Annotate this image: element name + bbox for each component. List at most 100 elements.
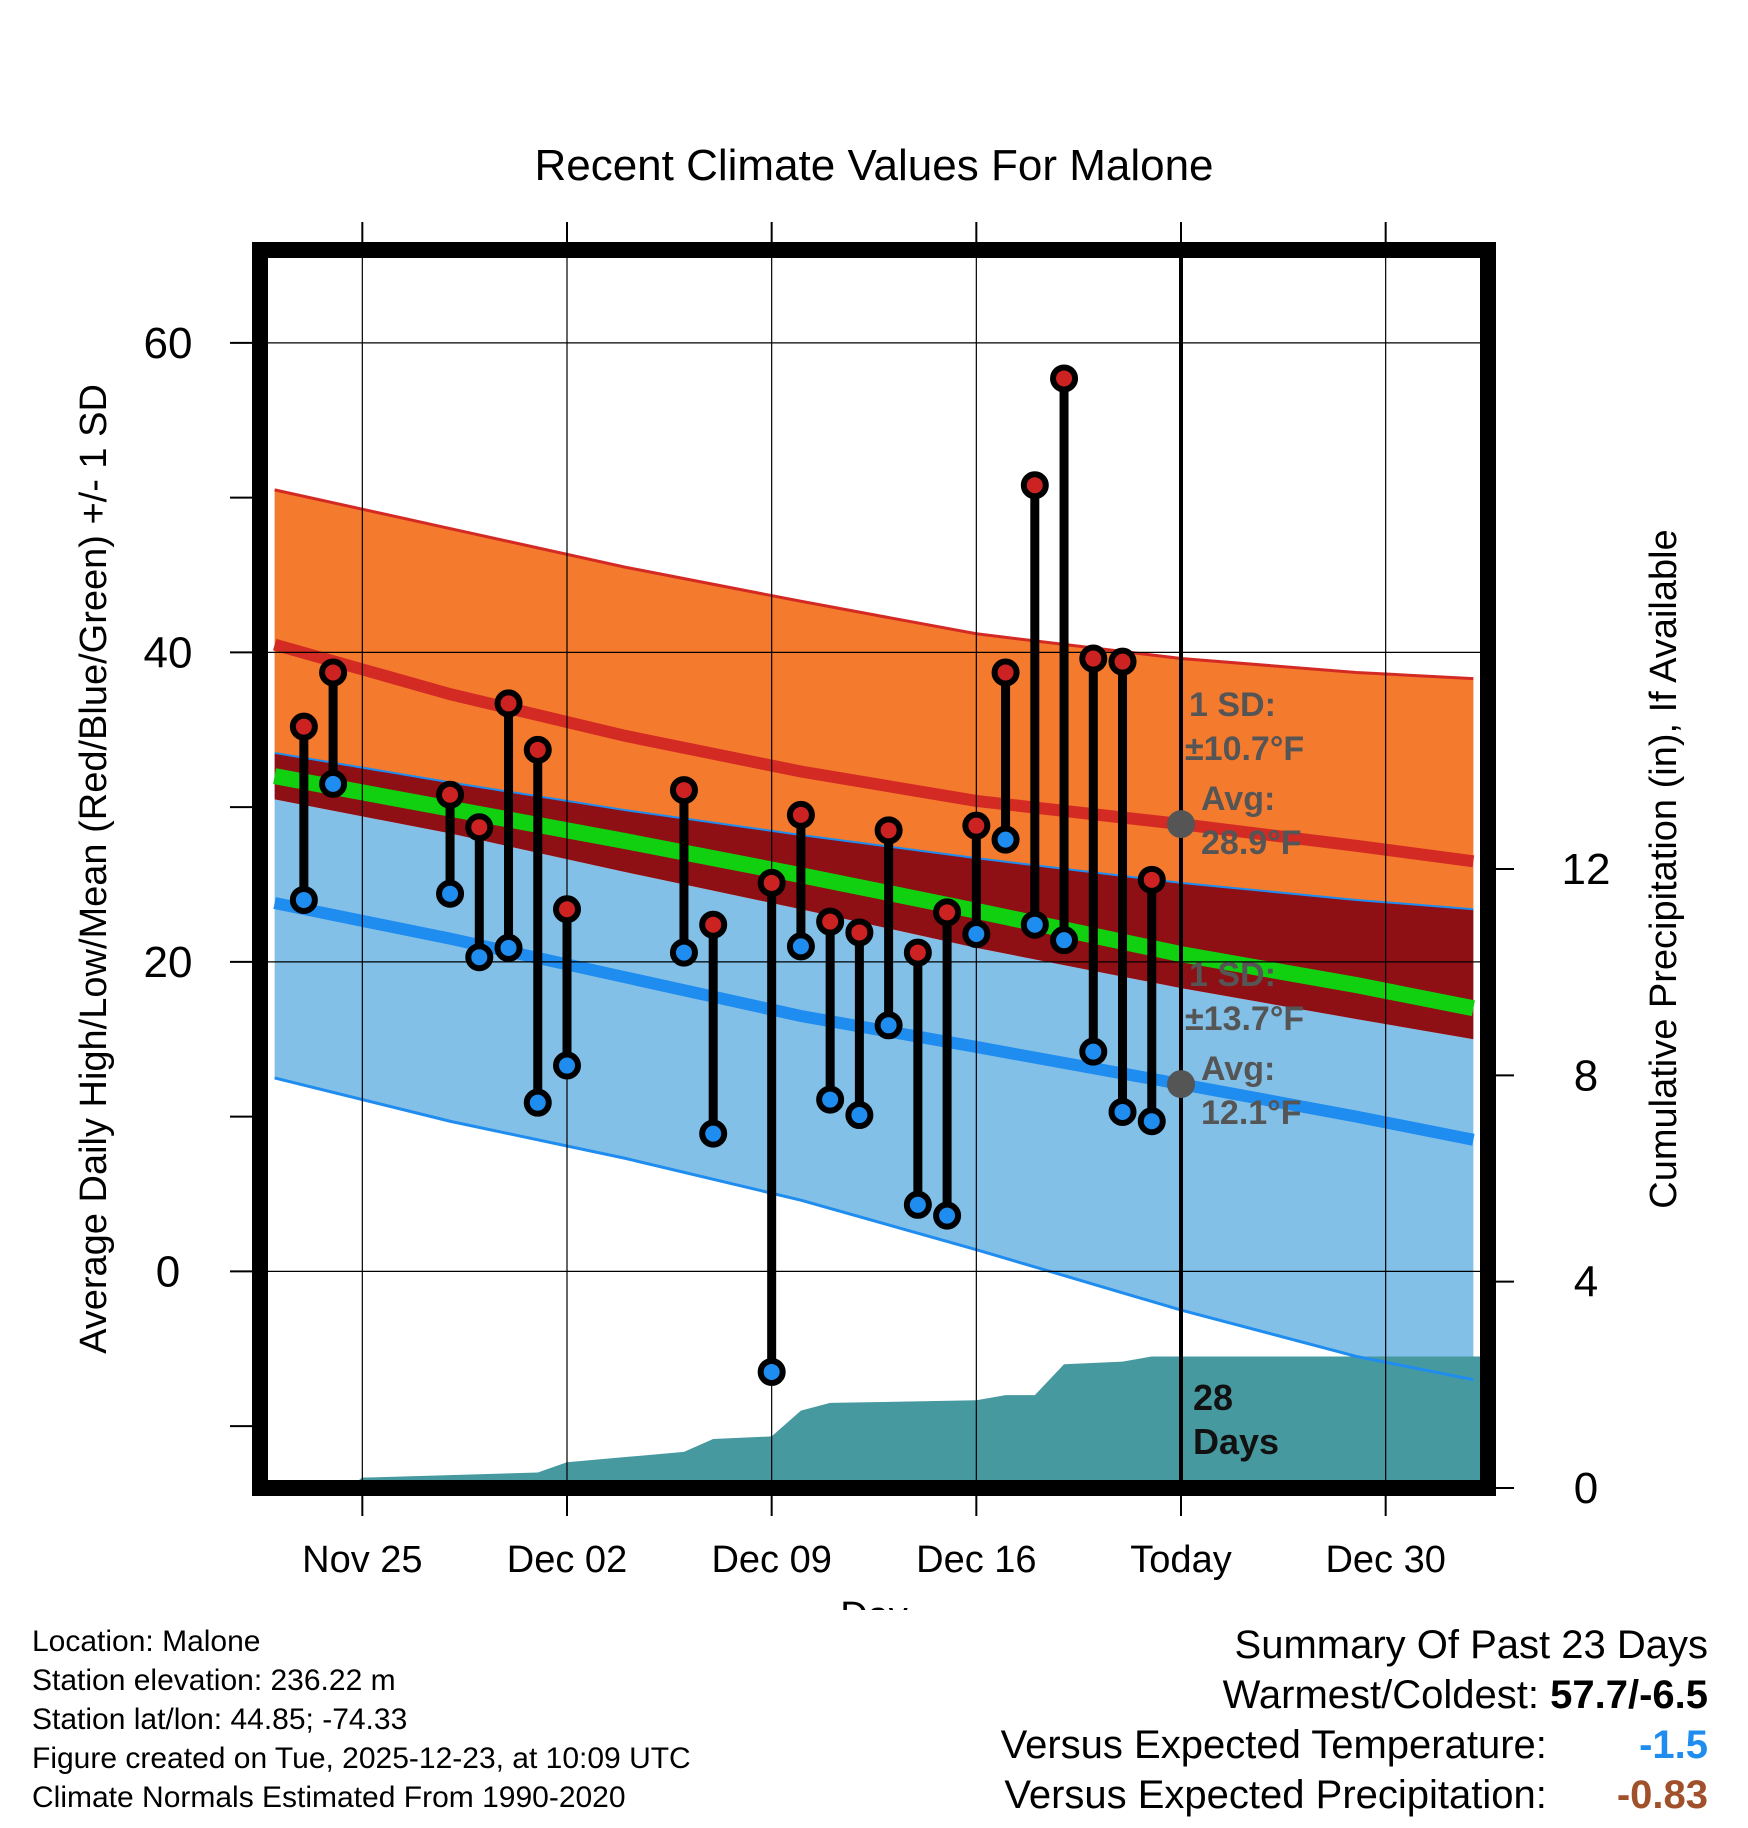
low-point xyxy=(669,938,698,967)
days-word-label: Days xyxy=(1193,1421,1279,1462)
low-point xyxy=(962,919,991,948)
low-point xyxy=(1137,1107,1166,1136)
warm-cold-row: Warmest/Coldest: 57.7/-6.5 xyxy=(1001,1670,1708,1720)
low-point xyxy=(494,933,523,962)
chart-title: Recent Climate Values For Malone xyxy=(534,141,1213,190)
high-point xyxy=(757,868,786,897)
high-point xyxy=(669,776,698,805)
low-point xyxy=(1108,1097,1137,1126)
summary-panel: Summary Of Past 23 Days Warmest/Coldest:… xyxy=(1001,1620,1708,1820)
elevation-text: Station elevation: 236.22 m xyxy=(32,1664,396,1697)
high-sd-label: 1 SD: xyxy=(1189,686,1276,724)
precip-label: Versus Expected Precipitation: xyxy=(1004,1773,1547,1817)
plot-area: 1 SD: ±10.7°F Avg: 28.9°F 1 SD: ±13.7°F Avg: 12… xyxy=(73,222,1685,1581)
high-point xyxy=(289,712,318,741)
high-point xyxy=(845,918,874,947)
days-count-label: 28 xyxy=(1193,1377,1233,1418)
high-point xyxy=(319,658,348,687)
high-point xyxy=(1079,644,1108,673)
high-point xyxy=(786,800,815,829)
x-axis-label: Day xyxy=(840,1595,908,1610)
x-tick-label: Nov 25 xyxy=(302,1539,422,1581)
high-point xyxy=(933,898,962,927)
low-lower-line xyxy=(274,1076,1474,1382)
low-avg-marker xyxy=(1167,1070,1195,1099)
precipitation-area xyxy=(260,1356,1488,1488)
low-sd-value: ±13.7°F xyxy=(1185,1000,1304,1038)
y-tick-label: 40 xyxy=(144,628,193,677)
y2-tick-label: 4 xyxy=(1574,1258,1598,1307)
low-point xyxy=(523,1088,552,1117)
summary-title: Summary Of Past 23 Days xyxy=(1234,1623,1708,1667)
y-tick-label: 20 xyxy=(144,938,193,987)
precip-row: Versus Expected Precipitation: -0.83 xyxy=(1001,1770,1708,1820)
y2-tick-label: 0 xyxy=(1574,1464,1598,1513)
high-point xyxy=(1108,647,1137,676)
y-axis-label: Average Daily High/Low/Mean (Red/Blue/Gr… xyxy=(73,384,115,1354)
low-point xyxy=(757,1357,786,1386)
low-point xyxy=(786,932,815,961)
high-upper-line xyxy=(274,488,1474,681)
low-avg-label: Avg: xyxy=(1201,1050,1275,1088)
high-sd-band xyxy=(274,489,1474,910)
y-tick-label: 0 xyxy=(156,1247,180,1296)
y-tick-label: 60 xyxy=(144,319,193,368)
station-info: Location: Malone Station elevation: 236.… xyxy=(32,1622,691,1817)
climate-chart: Recent Climate Values For Malone 1 SD: ±1… xyxy=(73,141,1685,1610)
x-tick-label: Dec 02 xyxy=(507,1539,627,1581)
x-tick-label: Dec 09 xyxy=(711,1539,831,1581)
low-sd-band xyxy=(274,799,1474,1380)
low-point xyxy=(289,885,318,914)
location-text: Location: Malone xyxy=(32,1625,261,1658)
temp-label: Versus Expected Temperature: xyxy=(1000,1723,1547,1767)
low-point xyxy=(436,879,465,908)
high-point xyxy=(465,813,494,842)
warm-cold-label: Warmest/Coldest: xyxy=(1222,1673,1539,1717)
low-avg-value: 12.1°F xyxy=(1201,1094,1302,1132)
high-sd-value: ±10.7°F xyxy=(1185,730,1304,768)
high-point xyxy=(699,910,728,939)
high-avg-value: 28.9°F xyxy=(1201,824,1302,862)
temp-value: -1.5 xyxy=(1639,1723,1708,1767)
low-point xyxy=(874,1011,903,1040)
low-point xyxy=(1050,926,1079,955)
high-average-line xyxy=(272,638,1475,868)
y2-axis-label: Cumulative Precipitation (in), If Availa… xyxy=(1643,529,1685,1208)
latlon-text: Station lat/lon: 44.85; -74.33 xyxy=(32,1703,408,1736)
high-point xyxy=(962,811,991,840)
low-point xyxy=(816,1085,845,1114)
low-sd-label: 1 SD: xyxy=(1189,956,1276,994)
low-point xyxy=(1020,910,1049,939)
created-text: Figure created on Tue, 2025-12-23, at 10… xyxy=(32,1742,691,1775)
precip-value: -0.83 xyxy=(1616,1773,1708,1817)
plot-content xyxy=(260,250,1488,1488)
low-point xyxy=(553,1051,581,1080)
high-point xyxy=(436,780,465,809)
low-point xyxy=(991,825,1020,854)
x-tick-label: Dec 30 xyxy=(1325,1539,1445,1581)
low-point xyxy=(845,1101,874,1130)
high-point xyxy=(1020,471,1049,500)
low-point xyxy=(465,943,494,972)
low-point xyxy=(903,1190,932,1219)
low-point xyxy=(699,1119,728,1148)
high-point xyxy=(553,895,581,924)
normals-text: Climate Normals Estimated From 1990-2020 xyxy=(32,1781,626,1814)
x-tick-label: Today xyxy=(1130,1539,1231,1581)
high-point xyxy=(903,938,932,967)
high-point xyxy=(494,689,523,718)
high-avg-marker xyxy=(1167,810,1195,839)
warm-cold-value: 57.7/-6.5 xyxy=(1550,1673,1708,1717)
high-point xyxy=(1137,865,1166,894)
high-point xyxy=(816,907,845,936)
low-point xyxy=(319,769,348,798)
x-tick-label: Dec 16 xyxy=(916,1539,1036,1581)
high-point xyxy=(523,735,552,764)
high-point xyxy=(874,816,903,845)
low-point xyxy=(1079,1037,1108,1066)
high-point xyxy=(1050,364,1079,393)
high-avg-label: Avg: xyxy=(1201,780,1275,818)
temp-row: Versus Expected Temperature: -1.5 xyxy=(1001,1720,1708,1770)
low-point xyxy=(933,1201,962,1230)
y2-tick-label: 8 xyxy=(1574,1051,1598,1100)
